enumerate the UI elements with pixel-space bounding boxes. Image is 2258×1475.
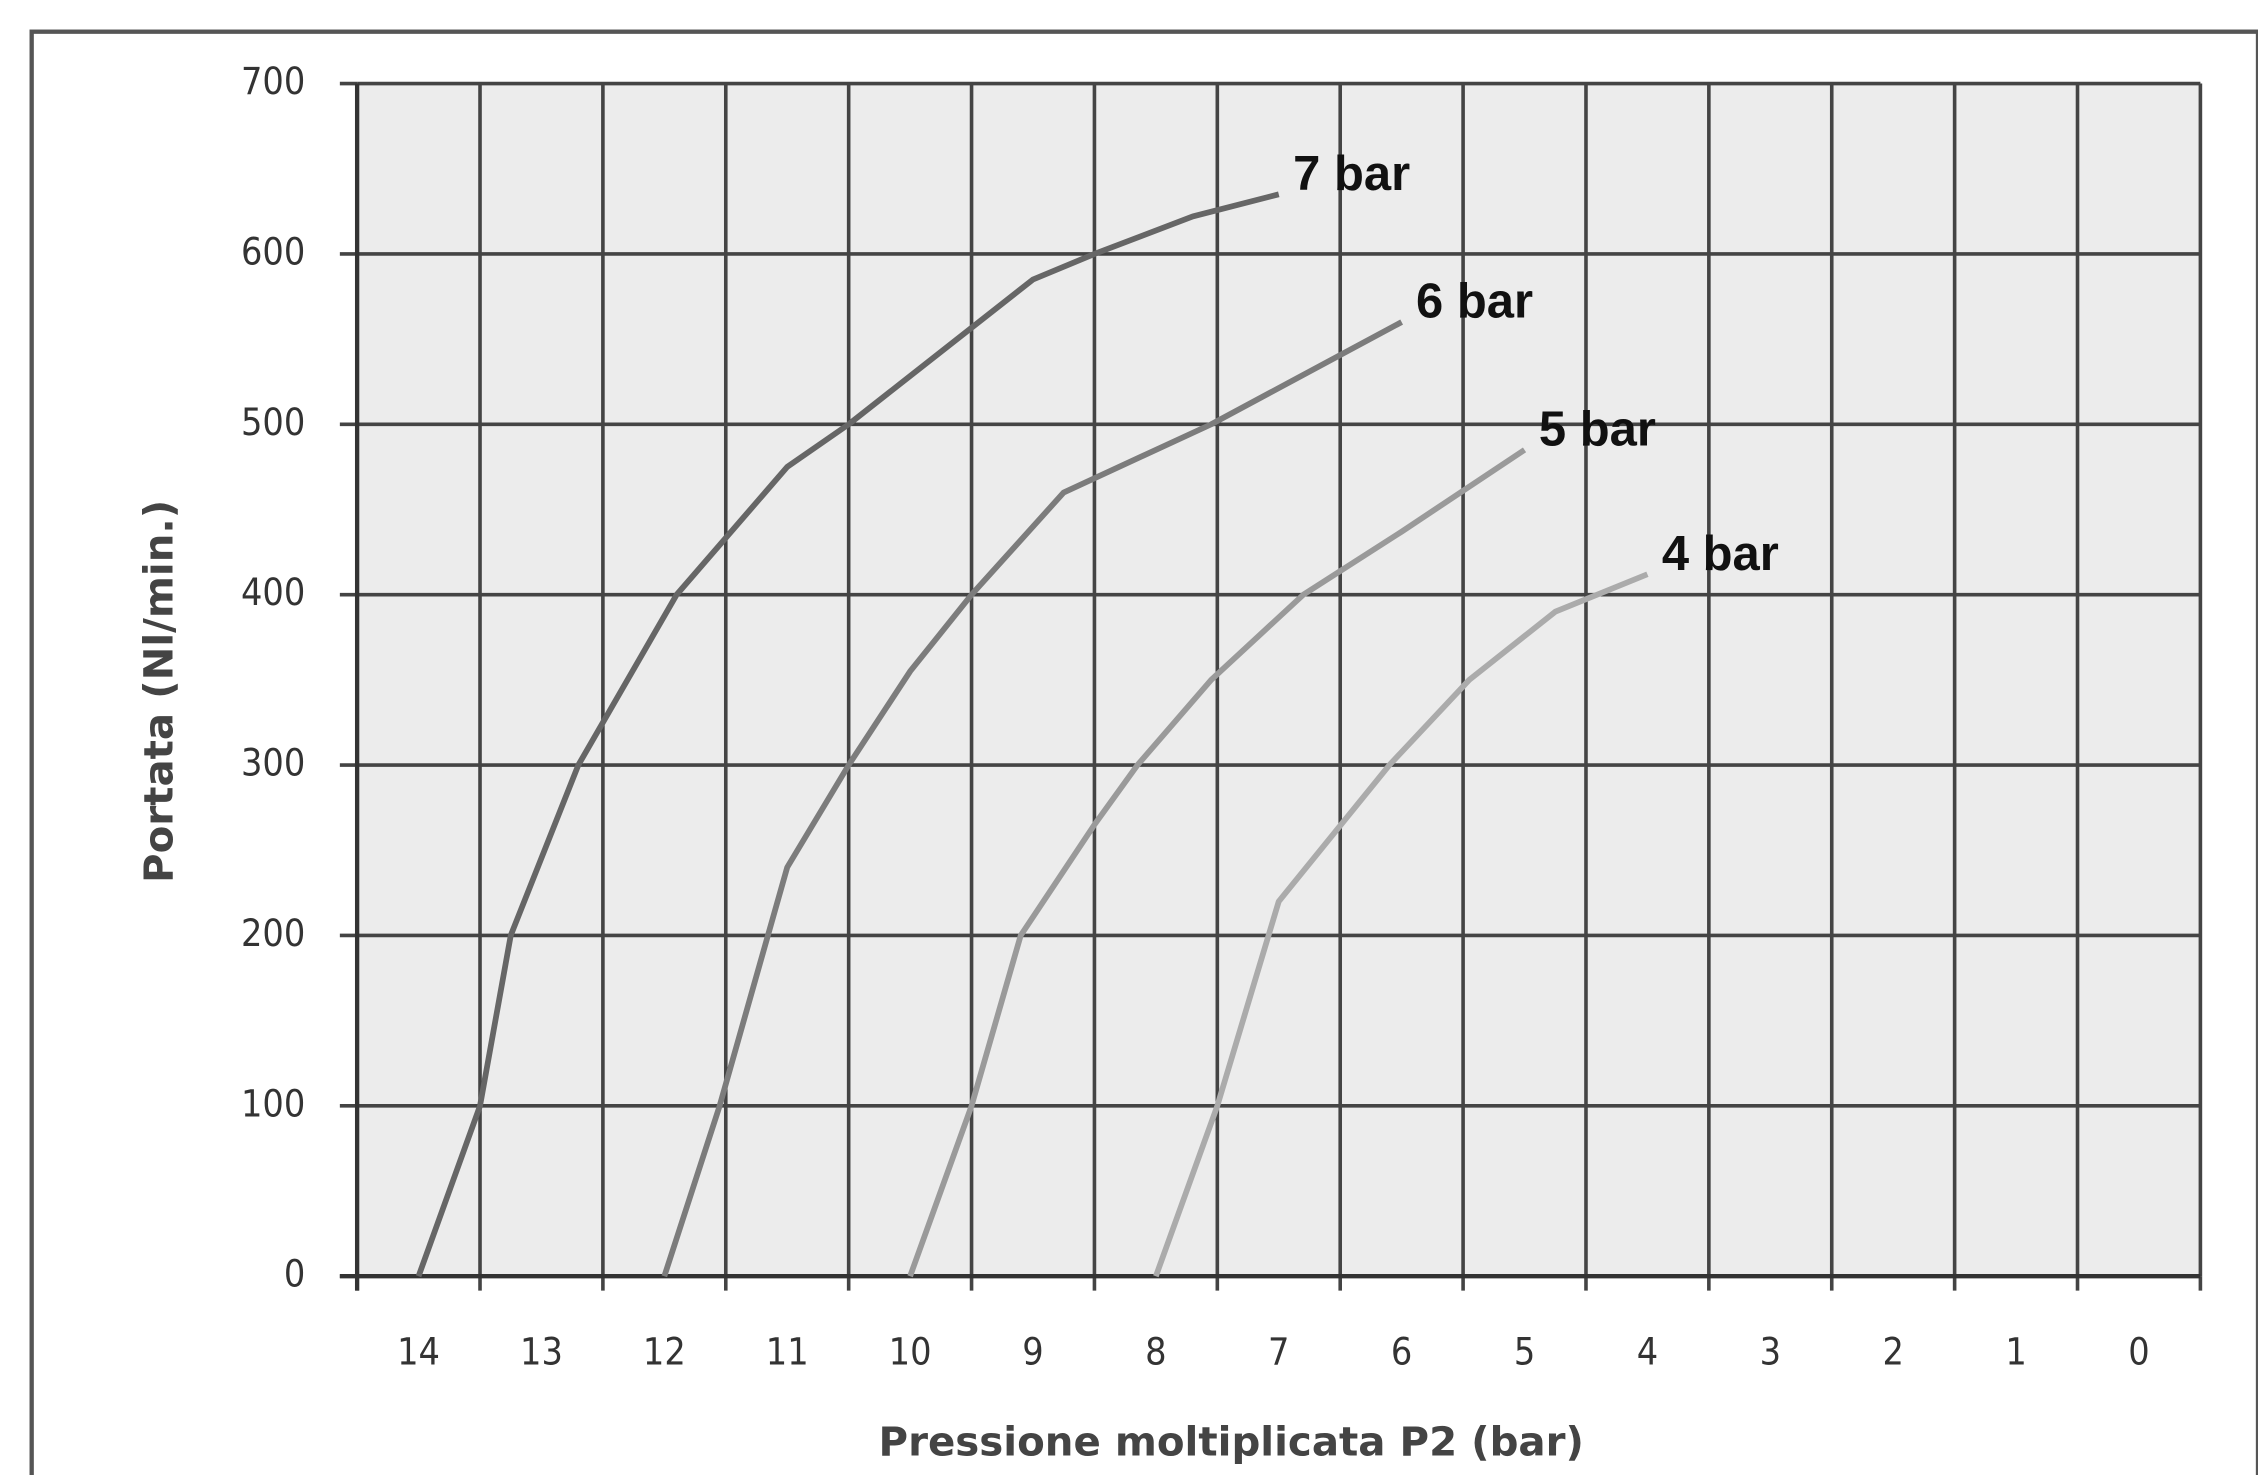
series-line xyxy=(415,191,1280,1278)
y-tick-label: 200 xyxy=(241,911,305,955)
x-tick-label: 13 xyxy=(520,1330,563,1374)
x-tick-label: 1 xyxy=(2005,1330,2026,1374)
x-tick-label: 14 xyxy=(397,1330,440,1374)
series-line xyxy=(907,447,1527,1278)
y-tick-label: 700 xyxy=(241,59,305,103)
x-tick-label: 10 xyxy=(889,1330,932,1374)
grid xyxy=(339,81,2203,1291)
series-label: 6 bar xyxy=(1416,275,1533,329)
x-tick-label: 4 xyxy=(1637,1330,1658,1374)
x-tick-label: 2 xyxy=(1882,1330,1903,1374)
lines xyxy=(415,191,1649,1278)
y-tick-label: 500 xyxy=(241,400,305,444)
series-label: 4 bar xyxy=(1662,527,1779,581)
x-tick-label: 7 xyxy=(1268,1330,1289,1374)
x-tick-label: 3 xyxy=(1760,1330,1781,1374)
x-tick-label: 5 xyxy=(1514,1330,1535,1374)
x-tick-label: 6 xyxy=(1391,1330,1412,1374)
y-tick-label: 0 xyxy=(284,1252,305,1296)
x-tick-label: 9 xyxy=(1022,1330,1043,1374)
series-line xyxy=(661,319,1404,1278)
x-tick-label: 0 xyxy=(2128,1330,2149,1374)
y-tick-label: 300 xyxy=(241,741,305,785)
x-tick-label: 11 xyxy=(766,1330,809,1374)
series-label: 5 bar xyxy=(1539,403,1656,457)
y-tick-label: 100 xyxy=(241,1081,305,1125)
plot-area xyxy=(357,83,2201,1277)
x-tick-label: 8 xyxy=(1145,1330,1166,1374)
y-tick-label: 400 xyxy=(241,570,305,614)
x-tick-label: 12 xyxy=(643,1330,686,1374)
x-axis-label: Pressione moltiplicata P2 (bar) xyxy=(879,1419,1584,1466)
y-tick-label: 600 xyxy=(241,229,305,273)
y-axis-label: Portata (Nl/min.) xyxy=(135,500,182,883)
series-line xyxy=(1153,571,1649,1278)
series-label: 7 bar xyxy=(1293,147,1410,201)
